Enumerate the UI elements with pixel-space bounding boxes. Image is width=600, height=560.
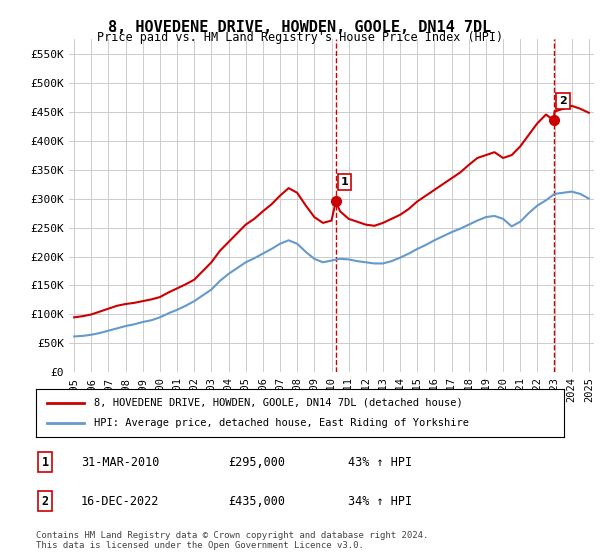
Text: 34% ↑ HPI: 34% ↑ HPI xyxy=(348,494,412,508)
Text: 1: 1 xyxy=(41,455,49,469)
Text: 8, HOVEDENE DRIVE, HOWDEN, GOOLE, DN14 7DL (detached house): 8, HOVEDENE DRIVE, HOWDEN, GOOLE, DN14 7… xyxy=(94,398,463,408)
Text: 8, HOVEDENE DRIVE, HOWDEN, GOOLE, DN14 7DL: 8, HOVEDENE DRIVE, HOWDEN, GOOLE, DN14 7… xyxy=(109,20,491,35)
Text: 2: 2 xyxy=(559,96,567,106)
Text: 2: 2 xyxy=(41,494,49,508)
Text: Contains HM Land Registry data © Crown copyright and database right 2024.
This d: Contains HM Land Registry data © Crown c… xyxy=(36,530,428,550)
Text: 16-DEC-2022: 16-DEC-2022 xyxy=(81,494,160,508)
Text: £295,000: £295,000 xyxy=(228,455,285,469)
Text: £435,000: £435,000 xyxy=(228,494,285,508)
Text: 43% ↑ HPI: 43% ↑ HPI xyxy=(348,455,412,469)
Text: Price paid vs. HM Land Registry's House Price Index (HPI): Price paid vs. HM Land Registry's House … xyxy=(97,31,503,44)
Text: HPI: Average price, detached house, East Riding of Yorkshire: HPI: Average price, detached house, East… xyxy=(94,418,469,428)
Text: 31-MAR-2010: 31-MAR-2010 xyxy=(81,455,160,469)
Text: 1: 1 xyxy=(341,177,349,187)
